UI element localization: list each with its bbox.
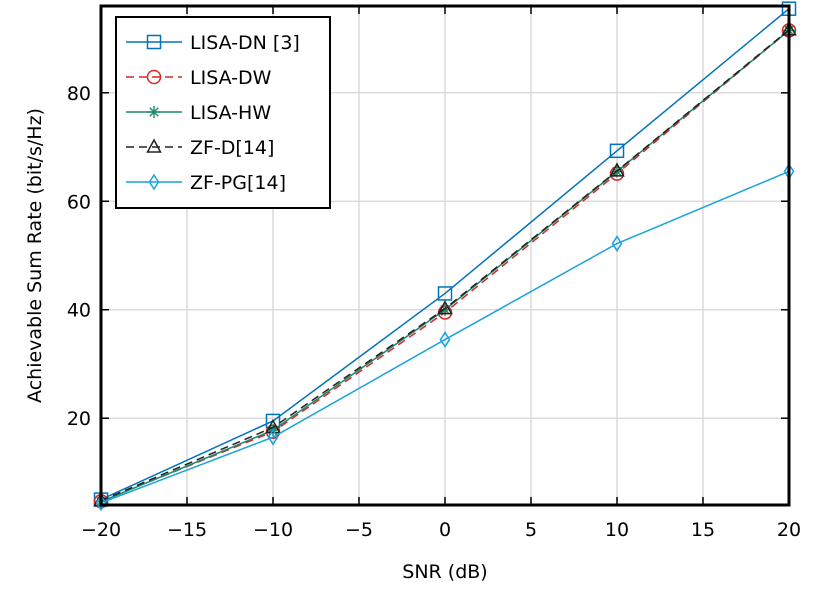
x-tick-label: −15 [167,519,207,541]
legend-marker [148,106,160,118]
x-tick-label: 10 [605,519,629,541]
x-tick-label: 5 [525,519,537,541]
data-point [437,300,453,315]
x-axis-label: SNR (dB) [402,561,487,583]
legend-marker [148,173,160,191]
plot-series [93,1,797,512]
data-point [267,428,279,446]
legend: LISA-DN [3] LISA-DW LISA-HW ZF-D[14] ZF-PG[1… [115,16,331,209]
legend-label: ZF-D[14] [190,137,274,159]
data-point [611,235,623,252]
legend-entry: LISA-DW [126,67,272,89]
legend-entry: ZF-PG[14] [126,172,286,194]
series-4 [95,163,795,512]
x-tick-label: −20 [81,519,121,541]
series-line [100,8,790,501]
series-line [100,29,790,502]
data-point [95,494,107,512]
legend-entry: ZF-D[14] [126,137,274,159]
legend-label: ZF-PG[14] [190,172,286,194]
x-tick-label: −10 [253,519,293,541]
data-point [609,143,625,159]
y-tick-label: 20 [67,408,91,430]
data-point [609,162,625,177]
legend-marker [146,138,162,153]
data-point [437,286,453,301]
x-tick-label: 0 [439,519,451,541]
data-point [265,418,281,434]
legend-label: LISA-DW [190,67,272,89]
axis-ticks: −20 −15 −10 −5 0 5 10 15 20 20 40 60 80 [67,6,801,541]
y-axis-label: Achievable Sum Rate (bit/s/Hz) [24,108,46,403]
legend-marker [146,34,162,50]
legend-label: LISA-HW [190,102,271,124]
x-tick-label: 15 [691,519,715,541]
legend-entry: LISA-HW [126,102,271,124]
y-tick-label: 40 [67,300,91,322]
legend-label: LISA-DN [3] [190,32,300,54]
legend-marker [146,69,162,85]
x-tick-label: −5 [345,519,373,541]
y-tick-label: 80 [67,83,91,105]
data-point [439,331,451,348]
x-tick-label: 20 [777,519,801,541]
series-line [100,170,790,504]
y-tick-label: 60 [67,191,91,213]
legend-entry: LISA-DN [3] [126,32,300,54]
